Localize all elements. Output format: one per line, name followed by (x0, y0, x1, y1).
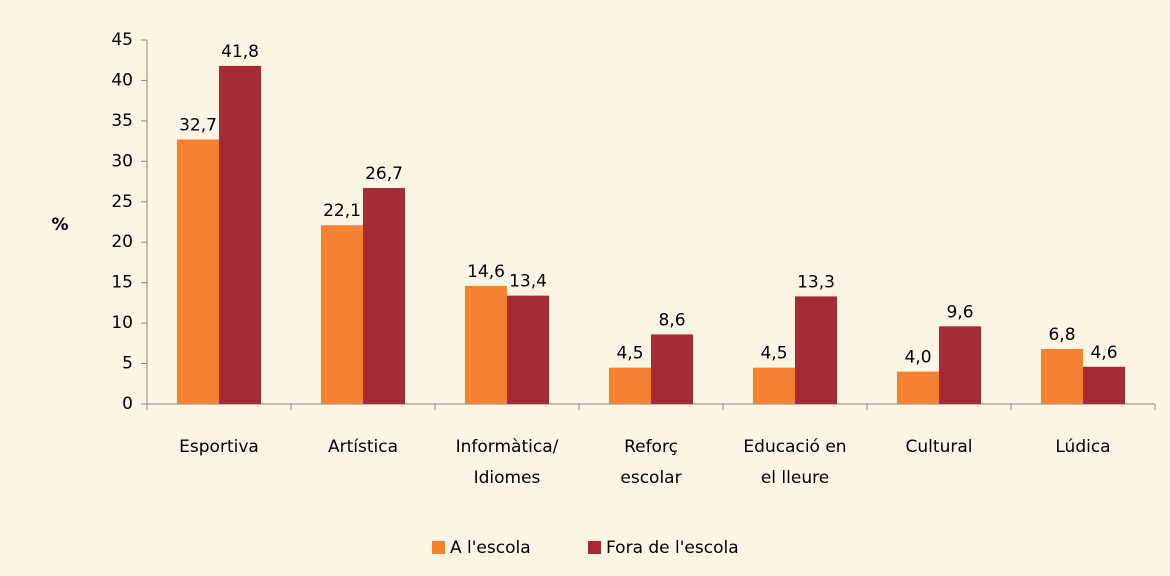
legend-label: A l'escola (450, 538, 531, 558)
y-tick-label: 35 (111, 111, 133, 131)
bar (609, 367, 651, 404)
data-label: 13,3 (797, 272, 835, 292)
data-label: 8,6 (658, 310, 685, 330)
data-label: 22,1 (323, 201, 361, 221)
x-tick-label: Artística (328, 437, 398, 457)
bar (939, 326, 981, 404)
bar (363, 188, 405, 404)
legend-swatch (588, 541, 601, 554)
y-tick-label: 40 (111, 70, 133, 90)
y-tick-label: 5 (122, 354, 133, 374)
x-tick-label: Educació en (743, 437, 846, 457)
y-tick-label: 10 (111, 313, 133, 333)
data-label: 26,7 (365, 164, 403, 184)
bar (465, 285, 507, 404)
data-label: 4,6 (1090, 343, 1117, 363)
bar (177, 139, 219, 404)
data-label: 41,8 (221, 42, 259, 62)
y-tick-label: 25 (111, 192, 133, 212)
data-label: 13,4 (509, 272, 547, 292)
y-tick-label: 0 (122, 394, 133, 414)
bar (1083, 366, 1125, 404)
bar (651, 334, 693, 404)
y-tick-label: 45 (111, 30, 133, 50)
x-tick-label: Esportiva (179, 437, 259, 457)
bar (219, 65, 261, 404)
bar (507, 295, 549, 404)
y-tick-label: 20 (111, 232, 133, 252)
bar (321, 225, 363, 404)
bar (795, 296, 837, 404)
data-label: 4,5 (760, 344, 787, 364)
data-label: 4,5 (616, 344, 643, 364)
x-tick-label: Reforç (624, 437, 678, 457)
y-axis-label: % (51, 215, 68, 235)
y-tick-label: 15 (111, 273, 133, 293)
x-tick-label: Lúdica (1055, 437, 1110, 457)
legend-swatch (432, 541, 445, 554)
x-tick-label: Idiomes (474, 468, 541, 488)
bar (1041, 348, 1083, 404)
data-label: 32,7 (179, 115, 217, 135)
bar (897, 371, 939, 404)
data-label: 14,6 (467, 262, 505, 282)
x-tick-label: escolar (620, 468, 681, 488)
data-label: 4,0 (904, 348, 931, 368)
data-label: 9,6 (946, 302, 973, 322)
y-tick-label: 30 (111, 151, 133, 171)
data-label: 6,8 (1048, 325, 1075, 345)
x-tick-label: Informàtica/ (456, 437, 559, 457)
x-tick-label: Cultural (906, 437, 973, 457)
bar (753, 367, 795, 404)
legend-label: Fora de l'escola (606, 538, 739, 558)
x-tick-label: el lleure (761, 468, 829, 488)
